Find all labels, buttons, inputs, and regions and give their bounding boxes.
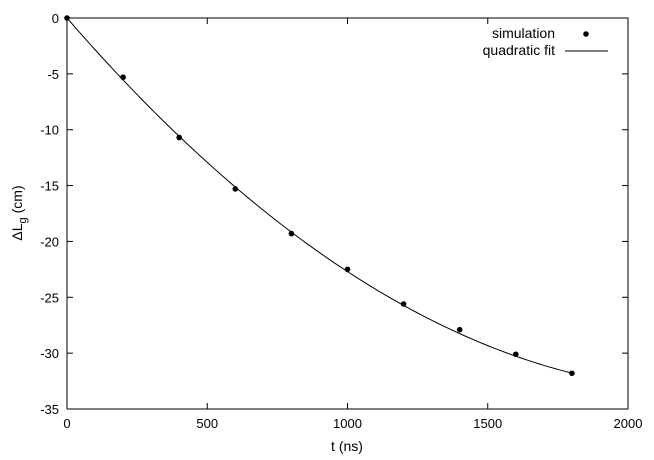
series-layer (64, 15, 575, 377)
y-tick-label: -30 (40, 346, 59, 361)
y-axis-label: ΔLg (cm) (9, 185, 29, 240)
y-tick-label: -20 (40, 234, 59, 249)
x-tick-label: 0 (63, 416, 70, 431)
simulation-point (569, 370, 575, 377)
y-axis-label-unit: (cm) (9, 185, 25, 213)
x-tick-label: 1000 (333, 416, 362, 431)
x-axis-label: t (ns) (331, 438, 363, 454)
simulation-point (120, 74, 126, 81)
plot-frame (66, 17, 629, 410)
simulation-point (400, 301, 407, 307)
y-tick-label: 0 (52, 11, 59, 26)
simulation-point (232, 186, 239, 192)
legend-marker-simulation (583, 31, 589, 37)
legend-label-simulation: simulation (492, 25, 555, 41)
simulation-point (456, 326, 463, 333)
y-axis-ticks: 0 -5 -10 -15 -20 -25 -30 -35 (40, 11, 628, 417)
y-tick-label: -10 (40, 123, 59, 138)
x-tick-label: 2000 (614, 416, 643, 431)
simulation-point (344, 266, 351, 273)
y-tick-label: -25 (40, 290, 59, 305)
x-tick-label: 1500 (473, 416, 502, 431)
y-axis-label-main: ΔL (9, 223, 25, 240)
x-axis-ticks: 0 500 1000 1500 2000 (63, 18, 642, 431)
legend-label-quadratic-fit: quadratic fit (483, 42, 555, 58)
plot-border (66, 17, 629, 410)
simulation-point (176, 134, 182, 141)
x-tick-label: 500 (196, 416, 218, 431)
y-tick-label: -15 (40, 179, 59, 194)
simulation-point (513, 351, 519, 358)
y-axis-label-subscript: g (17, 217, 29, 223)
simulation-point (288, 230, 295, 237)
simulation-point (64, 15, 70, 21)
legend: simulation quadratic fit (483, 25, 608, 58)
y-tick-label: -35 (40, 402, 59, 417)
quadratic-fit-line (66, 17, 573, 374)
y-tick-label: -5 (47, 67, 59, 82)
